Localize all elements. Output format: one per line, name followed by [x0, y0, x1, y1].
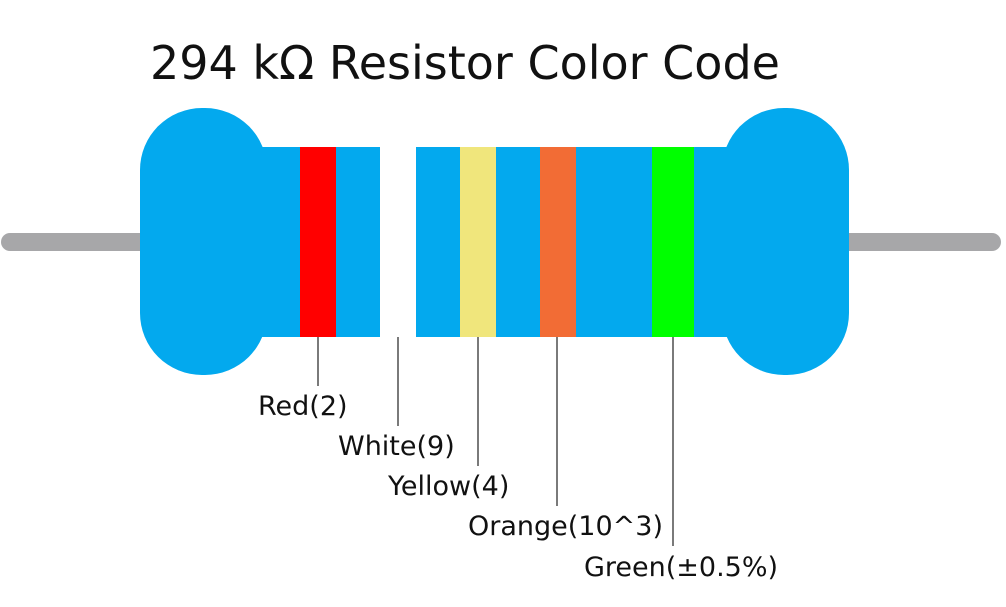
band — [652, 147, 694, 337]
band-label: Yellow(4) — [387, 471, 509, 502]
band — [460, 147, 496, 337]
body-cap — [722, 108, 849, 375]
body-cap — [140, 108, 267, 375]
band — [540, 147, 576, 337]
band-label: White(9) — [338, 431, 455, 462]
band — [300, 147, 336, 337]
title: 294 kΩ Resistor Color Code — [150, 36, 780, 90]
band — [380, 147, 416, 337]
band-label: Red(2) — [258, 391, 348, 422]
band-label: Orange(10^3) — [468, 511, 663, 542]
band-label: Green(±0.5%) — [584, 552, 778, 583]
